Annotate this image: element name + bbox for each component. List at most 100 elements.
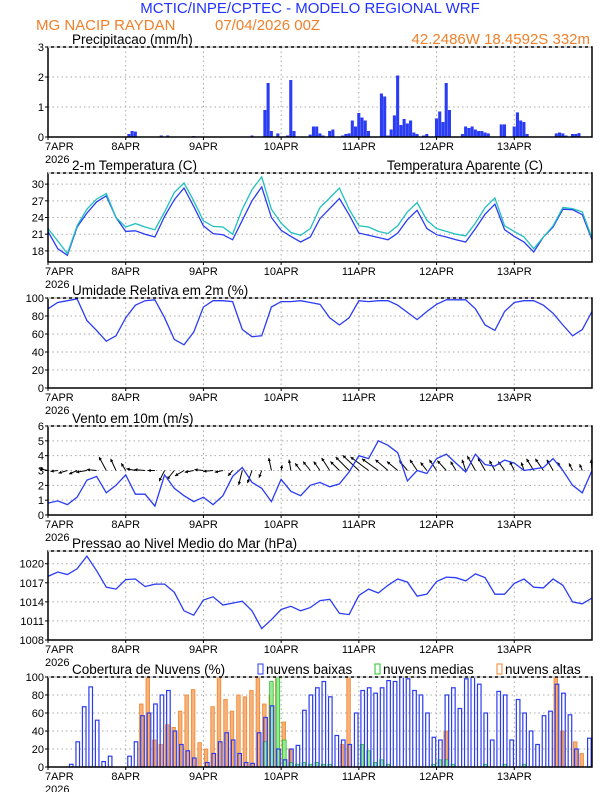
precip-bar xyxy=(486,133,490,137)
cloud-bar-nuvens-baixas xyxy=(567,714,573,768)
x-tick-label: 11APR xyxy=(342,392,376,404)
wind-vector xyxy=(86,468,97,472)
panels: 0 1 2 3 Precipitacao (mm/h) 7APR 8APR 9APR 10APR… xyxy=(20,32,594,792)
wind-vector-head xyxy=(335,457,340,461)
wind-vector xyxy=(98,456,107,471)
wind-vector xyxy=(477,457,486,471)
wind-vector-head xyxy=(568,463,572,467)
y-tick-label: 0 xyxy=(38,383,44,395)
precip-bar xyxy=(499,124,503,137)
cloud-bar-nuvens-altas xyxy=(249,690,254,768)
series-line-0 xyxy=(47,439,593,508)
wind-vector-head xyxy=(409,459,414,464)
panel-3: 0 1 2 3 4 5 6 Vento em 10m (m/s) 7APR 8APR 9APR 10A… xyxy=(38,411,594,544)
precip-bar xyxy=(328,131,332,137)
x-year-label: 2026 xyxy=(45,532,69,544)
legend-label: nuvens altas xyxy=(505,662,581,677)
wind-vector xyxy=(166,470,175,480)
legend-label: nuvens baixas xyxy=(266,662,353,677)
precip-bar xyxy=(525,134,529,137)
precip-bar xyxy=(473,129,477,137)
x-year-label: 2026 xyxy=(45,657,69,669)
wind-vector-head xyxy=(203,469,207,473)
cloud-bar-nuvens-baixas xyxy=(541,715,547,768)
cloud-bar-nuvens-baixas xyxy=(483,712,489,768)
y-tick-label: 1017 xyxy=(20,578,44,590)
x-tick-label: 9APR xyxy=(189,644,218,656)
cloud-bar-nuvens-baixas xyxy=(334,734,340,768)
wind-vector xyxy=(321,457,331,471)
y-tick-label: 2 xyxy=(38,72,44,84)
wind-vector-head xyxy=(461,459,465,464)
precip-bar xyxy=(425,134,429,137)
x-year-label: 2026 xyxy=(45,279,69,291)
wind-vector-head xyxy=(526,458,530,463)
cloud-bar-nuvens-baixas xyxy=(353,712,359,768)
cloud-bar-nuvens-baixas xyxy=(450,687,456,768)
cloud-bar-nuvens-baixas xyxy=(75,741,81,768)
precip-bar xyxy=(366,131,371,137)
cloud-bar-nuvens-baixas xyxy=(431,736,437,768)
cloud-bar-nuvens-altas xyxy=(190,689,196,768)
wind-vector xyxy=(120,463,127,471)
x-tick-label: 11APR xyxy=(342,519,376,531)
y-tick-label: 20 xyxy=(32,365,44,377)
legend-swatch xyxy=(374,663,381,675)
main-title: MCTIC/INPE/CPTEC - MODELO REGIONAL WRF xyxy=(140,0,479,17)
precip-bar xyxy=(133,131,137,137)
y-tick-label: 1011 xyxy=(20,616,44,628)
x-tick-label: 7APR xyxy=(45,644,74,656)
run-date: 07/04/2026 00Z xyxy=(215,17,320,34)
y-tick-label: 60 xyxy=(32,329,44,341)
wind-vector-head xyxy=(295,463,299,467)
wind-vector xyxy=(350,456,369,471)
cloud-bar-nuvens-baixas xyxy=(379,687,385,768)
wind-vector-head xyxy=(246,479,251,484)
wind-vector xyxy=(50,469,58,473)
wind-vector-head xyxy=(386,461,391,465)
x-tick-label: 11APR xyxy=(342,644,376,656)
wind-vector xyxy=(409,459,418,471)
precip-bar xyxy=(477,131,481,137)
wind-vector-head xyxy=(184,470,189,474)
x-tick-label: 7APR xyxy=(45,392,74,404)
precip-bar xyxy=(460,134,464,137)
cloud-bar-nuvens-baixas xyxy=(94,719,100,768)
precip-bar xyxy=(383,96,387,137)
x-tick-label: 7APR xyxy=(45,141,74,153)
x-tick-label: 9APR xyxy=(189,392,218,404)
cloud-bar-nuvens-baixas xyxy=(496,690,502,768)
wind-vector-head xyxy=(159,477,163,482)
precip-bar xyxy=(399,125,403,137)
precip-bar xyxy=(574,134,578,137)
wind-vector xyxy=(287,459,292,471)
precip-bar xyxy=(396,75,400,137)
wind-vector-head xyxy=(579,464,583,468)
cloud-bar-nuvens-baixas xyxy=(418,694,424,768)
wind-vector xyxy=(279,465,284,471)
x-tick-label: 13APR xyxy=(497,771,532,783)
x-tick-label: 10APR xyxy=(264,519,299,531)
x-tick-label: 10APR xyxy=(264,392,299,404)
precip-bar xyxy=(558,132,562,137)
wind-vector-head xyxy=(303,461,307,465)
wind-vector xyxy=(267,457,272,471)
y-tick-label: 0 xyxy=(38,510,44,522)
precip-bar xyxy=(447,110,451,137)
precip-bar xyxy=(502,124,507,137)
wind-vector xyxy=(58,470,68,474)
wind-vector-shaft xyxy=(342,454,360,471)
cloud-bar-nuvens-altas xyxy=(242,696,248,768)
wind-vector xyxy=(302,461,311,471)
legend-label: nuvens medias xyxy=(383,662,474,677)
legend-swatch xyxy=(257,663,264,675)
wind-vector-head xyxy=(121,463,125,467)
x-tick-label: 13APR xyxy=(497,266,532,278)
cloud-bar-nuvens-baixas xyxy=(386,679,391,768)
wind-vector-head xyxy=(99,457,103,461)
precip-bar xyxy=(405,123,409,137)
wind-vector xyxy=(420,462,428,471)
wind-vector xyxy=(534,458,544,471)
cloud-bar-nuvens-altas xyxy=(579,753,584,768)
y-tick-label: 40 xyxy=(32,347,44,359)
